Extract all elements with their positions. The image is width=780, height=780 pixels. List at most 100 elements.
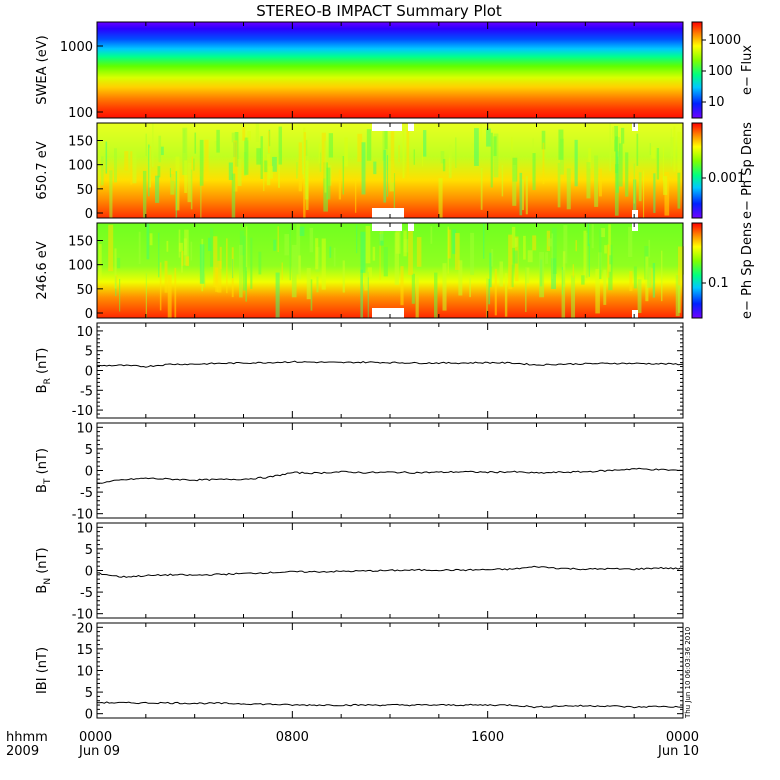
colorbar — [691, 222, 703, 319]
heatmap-texture — [629, 271, 633, 292]
heatmap-texture — [384, 129, 388, 150]
heatmap-texture — [263, 160, 268, 173]
data-gap — [372, 223, 402, 231]
colorbar-label: e− Ph Sp Dens — [740, 222, 755, 319]
heatmap-texture — [360, 231, 366, 273]
heatmap-texture — [130, 151, 133, 185]
heatmap-texture — [454, 233, 460, 270]
heatmap-texture — [158, 135, 162, 163]
heatmap-texture — [587, 223, 590, 246]
y-tick-label: 100 — [68, 159, 93, 174]
heatmap-texture — [315, 238, 319, 270]
heatmap-texture — [245, 267, 247, 302]
heatmap-texture — [406, 129, 410, 181]
heatmap-texture — [677, 131, 682, 172]
heatmap-texture — [490, 132, 493, 188]
heatmap-texture — [470, 232, 475, 275]
heatmap-texture — [514, 237, 518, 247]
heatmap-texture — [170, 174, 175, 195]
heatmap-texture — [316, 276, 319, 293]
heatmap-texture — [539, 251, 545, 298]
heatmap-texture — [149, 233, 153, 246]
heatmap-texture — [209, 228, 214, 267]
heatmap-texture — [344, 137, 348, 167]
heatmap-texture — [289, 226, 291, 281]
heatmap-texture — [275, 272, 280, 318]
heatmap-texture — [228, 162, 233, 181]
heatmap-texture — [551, 233, 554, 279]
heatmap-texture — [499, 261, 504, 287]
heatmap-texture — [591, 224, 594, 249]
heatmap-texture — [415, 276, 419, 318]
heatmap-texture — [298, 142, 302, 192]
heatmap-texture — [239, 244, 243, 298]
heatmap-texture — [191, 156, 194, 181]
heatmap-texture — [155, 175, 160, 203]
y-tick-label: 20 — [76, 621, 93, 636]
heatmap-texture — [493, 136, 497, 157]
heatmap-texture — [328, 133, 334, 158]
heatmap-texture — [452, 229, 456, 254]
data-gap — [632, 223, 638, 231]
heatmap-texture — [488, 278, 491, 305]
heatmap-texture — [628, 226, 633, 258]
heatmap-texture — [367, 271, 369, 318]
heatmap-texture — [651, 146, 656, 159]
heatmap-texture — [361, 142, 366, 195]
heatmap-texture — [199, 139, 204, 186]
y-tick-label: 10 — [76, 421, 93, 436]
data-gap — [408, 123, 414, 131]
heatmap-texture — [190, 169, 193, 210]
heatmap-texture — [273, 239, 277, 251]
heatmap-texture — [364, 276, 368, 291]
heatmap-texture — [365, 225, 371, 264]
heatmap-texture — [242, 235, 247, 291]
heatmap-texture — [145, 273, 147, 318]
heatmap-texture — [614, 125, 618, 152]
heatmap-texture — [408, 223, 413, 275]
heatmap-texture — [373, 161, 377, 175]
colorbar-tick-label: 100 — [708, 64, 733, 79]
series-line — [96, 565, 684, 578]
heatmap-texture — [182, 127, 188, 175]
heatmap-texture — [184, 229, 189, 266]
heatmap-texture — [670, 137, 674, 157]
heatmap-texture — [167, 274, 172, 318]
heatmap-texture — [393, 173, 396, 210]
heatmap-texture — [511, 136, 513, 151]
heatmap-texture — [239, 230, 245, 256]
heatmap-texture — [438, 178, 443, 218]
heatmap-texture — [512, 164, 517, 206]
heatmap-texture — [471, 143, 474, 156]
heatmap-texture — [637, 279, 642, 313]
heatmap-texture — [650, 268, 653, 284]
heatmap-texture — [98, 244, 102, 280]
time-tick-date: Jun 09 — [78, 744, 120, 759]
series-line — [96, 701, 683, 709]
colorbar-label: e− Ph Sp Dens — [740, 122, 755, 219]
heatmap-texture — [178, 242, 183, 252]
heatmap-texture — [649, 143, 652, 155]
y-tick-label: 100 — [68, 106, 93, 121]
heatmap-texture — [519, 172, 523, 216]
y-tick-label: 5 — [85, 345, 93, 360]
heatmap-texture — [411, 273, 415, 304]
heatmap-texture — [469, 277, 471, 298]
heatmap-texture — [670, 128, 672, 167]
heatmap-texture — [449, 157, 451, 173]
heatmap-texture — [284, 234, 290, 256]
heatmap-texture — [489, 252, 492, 288]
y-tick-label: -10 — [72, 508, 93, 523]
heatmap-texture — [108, 224, 114, 272]
heatmap-texture — [501, 164, 504, 197]
panel-frame — [96, 322, 684, 419]
heatmap-texture — [523, 235, 526, 260]
heatmap-texture — [638, 172, 642, 202]
y-tick-label: 15 — [76, 643, 93, 658]
heatmap-texture — [356, 224, 358, 254]
heatmap-texture — [527, 250, 533, 263]
heatmap-texture — [677, 246, 683, 286]
heatmap-texture — [552, 227, 557, 274]
